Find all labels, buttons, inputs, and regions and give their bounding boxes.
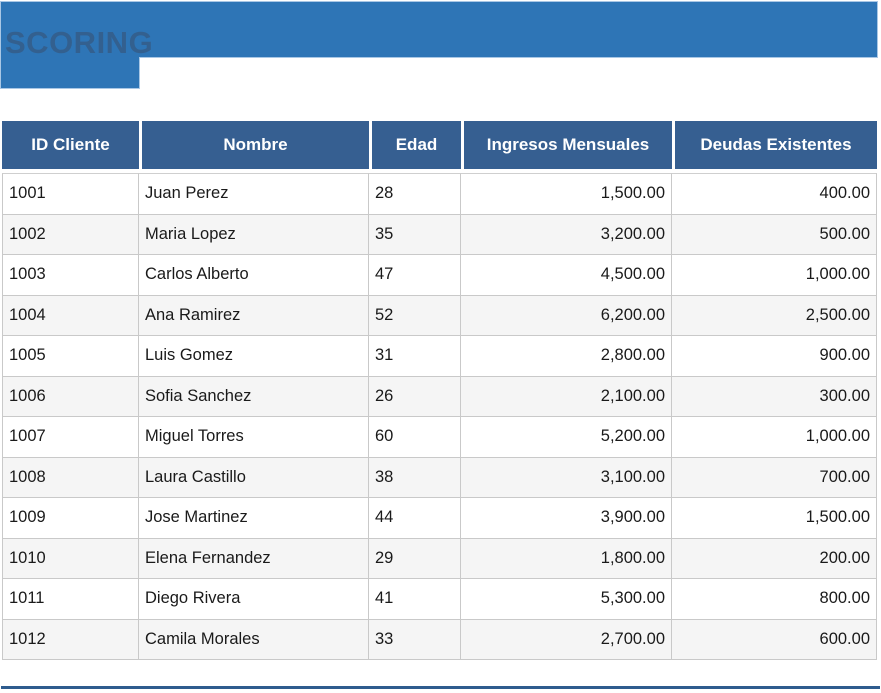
cell-edad[interactable]: 31 [369, 336, 461, 377]
cell-edad[interactable]: 38 [369, 457, 461, 498]
table-row: 1012 Camila Morales 33 2,700.00 600.00 [2, 619, 877, 660]
cell-id[interactable]: 1005 [2, 336, 139, 377]
cell-deudas[interactable]: 600.00 [672, 619, 877, 660]
table-row: 1009 Jose Martinez 44 3,900.00 1,500.00 [2, 498, 877, 539]
cell-deudas[interactable]: 2,500.00 [672, 295, 877, 336]
cell-id[interactable]: 1006 [2, 376, 139, 417]
cell-id[interactable]: 1003 [2, 255, 139, 296]
cell-id[interactable]: 1001 [2, 173, 139, 215]
cell-edad[interactable]: 52 [369, 295, 461, 336]
table-row: 1005 Luis Gomez 31 2,800.00 900.00 [2, 336, 877, 377]
column-header-nombre[interactable]: Nombre [139, 121, 369, 173]
cell-edad[interactable]: 47 [369, 255, 461, 296]
cell-edad[interactable]: 26 [369, 376, 461, 417]
cell-deudas[interactable]: 700.00 [672, 457, 877, 498]
cell-id[interactable]: 1009 [2, 498, 139, 539]
cell-edad[interactable]: 29 [369, 538, 461, 579]
table-row: 1001 Juan Perez 28 1,500.00 400.00 [2, 173, 877, 215]
column-header-ingresos-mensuales[interactable]: Ingresos Mensuales [461, 121, 672, 173]
column-header-id-cliente[interactable]: ID Cliente [2, 121, 139, 173]
cell-ingresos[interactable]: 1,800.00 [461, 538, 672, 579]
title-banner-tab [0, 57, 140, 89]
cell-ingresos[interactable]: 5,300.00 [461, 579, 672, 620]
cell-nombre[interactable]: Sofia Sanchez [139, 376, 369, 417]
cell-ingresos[interactable]: 1,500.00 [461, 173, 672, 215]
table-row: 1004 Ana Ramirez 52 6,200.00 2,500.00 [2, 295, 877, 336]
table-row: 1008 Laura Castillo 38 3,100.00 700.00 [2, 457, 877, 498]
cell-nombre[interactable]: Miguel Torres [139, 417, 369, 458]
cell-id[interactable]: 1011 [2, 579, 139, 620]
cell-nombre[interactable]: Jose Martinez [139, 498, 369, 539]
cell-nombre[interactable]: Carlos Alberto [139, 255, 369, 296]
table-body: 1001 Juan Perez 28 1,500.00 400.00 1002 Maria … [2, 173, 877, 660]
cell-ingresos[interactable]: 2,700.00 [461, 619, 672, 660]
cell-edad[interactable]: 28 [369, 173, 461, 215]
cell-ingresos[interactable]: 3,100.00 [461, 457, 672, 498]
cell-ingresos[interactable]: 5,200.00 [461, 417, 672, 458]
cell-edad[interactable]: 41 [369, 579, 461, 620]
title-banner-bar [0, 1, 878, 58]
cell-id[interactable]: 1002 [2, 214, 139, 255]
cell-edad[interactable]: 35 [369, 214, 461, 255]
table-row: 1011 Diego Rivera 41 5,300.00 800.00 [2, 579, 877, 620]
cell-edad[interactable]: 33 [369, 619, 461, 660]
cell-ingresos[interactable]: 2,800.00 [461, 336, 672, 377]
cell-nombre[interactable]: Diego Rivera [139, 579, 369, 620]
cell-nombre[interactable]: Juan Perez [139, 173, 369, 215]
cell-id[interactable]: 1008 [2, 457, 139, 498]
bottom-divider [1, 686, 880, 689]
cell-deudas[interactable]: 1,000.00 [672, 417, 877, 458]
cell-ingresos[interactable]: 4,500.00 [461, 255, 672, 296]
cell-nombre[interactable]: Camila Morales [139, 619, 369, 660]
cell-deudas[interactable]: 900.00 [672, 336, 877, 377]
cell-deudas[interactable]: 800.00 [672, 579, 877, 620]
cell-id[interactable]: 1012 [2, 619, 139, 660]
cell-deudas[interactable]: 400.00 [672, 173, 877, 215]
table-row: 1010 Elena Fernandez 29 1,800.00 200.00 [2, 538, 877, 579]
column-header-deudas-existentes[interactable]: Deudas Existentes [672, 121, 877, 173]
cell-nombre[interactable]: Luis Gomez [139, 336, 369, 377]
cell-id[interactable]: 1004 [2, 295, 139, 336]
cell-id[interactable]: 1007 [2, 417, 139, 458]
cell-nombre[interactable]: Laura Castillo [139, 457, 369, 498]
cell-nombre[interactable]: Ana Ramirez [139, 295, 369, 336]
cell-nombre[interactable]: Elena Fernandez [139, 538, 369, 579]
cell-ingresos[interactable]: 6,200.00 [461, 295, 672, 336]
table-row: 1003 Carlos Alberto 47 4,500.00 1,000.00 [2, 255, 877, 296]
cell-deudas[interactable]: 500.00 [672, 214, 877, 255]
cell-deudas[interactable]: 1,500.00 [672, 498, 877, 539]
cell-edad[interactable]: 44 [369, 498, 461, 539]
cell-ingresos[interactable]: 2,100.00 [461, 376, 672, 417]
cell-edad[interactable]: 60 [369, 417, 461, 458]
cell-ingresos[interactable]: 3,200.00 [461, 214, 672, 255]
table-row: 1007 Miguel Torres 60 5,200.00 1,000.00 [2, 417, 877, 458]
table-header: ID Cliente Nombre Edad Ingresos Mensuale… [2, 121, 877, 173]
page-title: SCORING [5, 25, 154, 60]
cell-id[interactable]: 1010 [2, 538, 139, 579]
cell-deudas[interactable]: 200.00 [672, 538, 877, 579]
column-header-edad[interactable]: Edad [369, 121, 461, 173]
cell-nombre[interactable]: Maria Lopez [139, 214, 369, 255]
table-row: 1002 Maria Lopez 35 3,200.00 500.00 [2, 214, 877, 255]
table-header-row: ID Cliente Nombre Edad Ingresos Mensuale… [2, 121, 877, 173]
scoring-table: ID Cliente Nombre Edad Ingresos Mensuale… [2, 121, 877, 660]
cell-ingresos[interactable]: 3,900.00 [461, 498, 672, 539]
table-row: 1006 Sofia Sanchez 26 2,100.00 300.00 [2, 376, 877, 417]
cell-deudas[interactable]: 1,000.00 [672, 255, 877, 296]
cell-deudas[interactable]: 300.00 [672, 376, 877, 417]
